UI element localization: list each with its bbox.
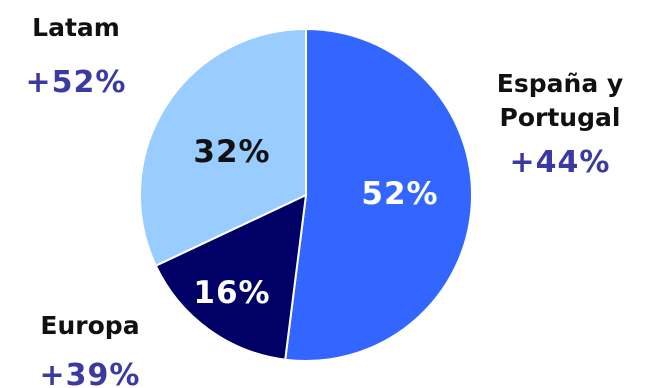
- region-name-espana-portugal-line2: Portugal: [500, 103, 621, 132]
- growth-label-latam: +52%: [26, 65, 127, 100]
- region-name-espana-portugal-line1: España y: [497, 69, 623, 98]
- pie-slices: [139, 27, 473, 362]
- slice-value-label-europa: 16%: [193, 275, 270, 311]
- growth-label-espana-portugal: +44%: [510, 145, 611, 180]
- slice-value-label-latam: 32%: [193, 134, 270, 170]
- region-name-latam: Latam: [32, 13, 120, 42]
- slice-value-label-espana-portugal: 52%: [361, 176, 438, 212]
- slice-value-labels: 52% 16% 32%: [193, 134, 438, 311]
- growth-label-europa: +39%: [40, 358, 141, 388]
- region-name-europa: Europa: [40, 311, 139, 340]
- pie-slice-europa: [154, 193, 308, 361]
- pie-slice-latam: [139, 27, 307, 268]
- pie-slice-espana-portugal: [284, 27, 473, 362]
- region-callouts: España y Portugal +44% Europa +39% Latam +52%: [26, 13, 624, 388]
